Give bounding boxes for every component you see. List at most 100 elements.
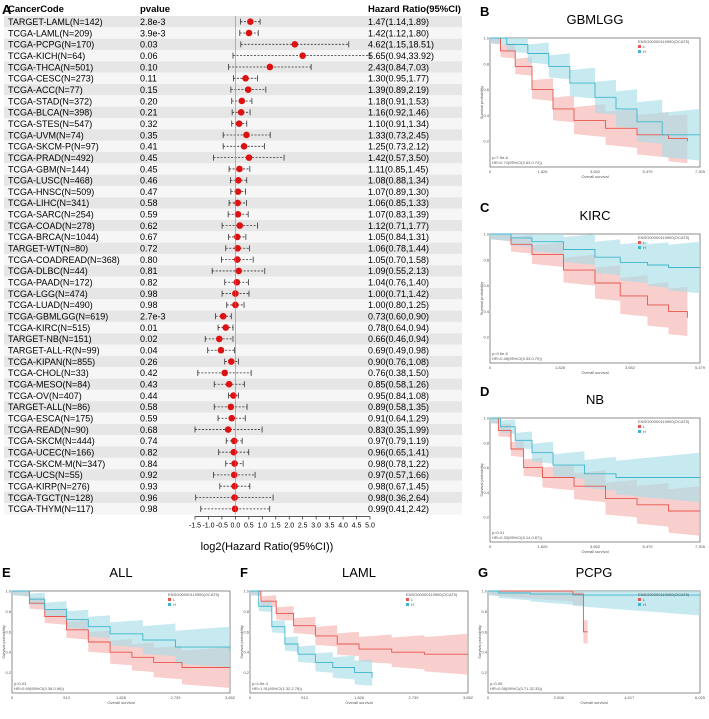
hazard-ratio-point bbox=[235, 120, 243, 127]
hazard-ratio-label: 1.42(0.57,3.50) bbox=[368, 153, 429, 163]
hazard-ratio-point bbox=[240, 142, 248, 150]
pvalue-label: 0.11 bbox=[140, 74, 157, 84]
survival-curve-l bbox=[490, 233, 688, 318]
survival-curve-l bbox=[12, 590, 230, 668]
hazard-ratio-label: 0.99(0.41,2.42) bbox=[368, 504, 429, 514]
x-tick-label: 0 bbox=[489, 365, 492, 370]
hazard-ratio-point bbox=[243, 131, 250, 139]
ci-band-l bbox=[490, 234, 688, 343]
hazard-ratio-label: 1.05(0.70,1.58) bbox=[368, 255, 429, 265]
hazard-ratio-label: 0.78(0.64,0.94) bbox=[368, 323, 429, 333]
legend-label-h: H bbox=[411, 602, 414, 607]
x-tick-label: 2,739 bbox=[170, 695, 181, 700]
x-tick-label: 1.0 bbox=[257, 523, 267, 530]
x-axis-label: Overall survival bbox=[580, 700, 607, 705]
hazard-ratio-label: 5.65(0.94,33.92) bbox=[368, 51, 434, 61]
y-tick-label: 0.2 bbox=[483, 335, 489, 340]
hazard-ratio-point bbox=[217, 346, 225, 354]
km-title: ALL bbox=[109, 565, 132, 580]
row-background bbox=[4, 310, 462, 322]
cancer-code-label: TCGA-KIPAN(N=855) bbox=[8, 357, 95, 367]
hazard-ratio-point bbox=[231, 482, 238, 490]
hazard-ratio-point bbox=[234, 244, 241, 252]
pvalue-label: 0.58 bbox=[140, 402, 158, 412]
hazard-ratio-point bbox=[222, 324, 230, 331]
x-tick-label: 3,652 bbox=[590, 169, 601, 174]
hazard-ratio-point bbox=[224, 426, 232, 433]
x-tick-label: 5,479 bbox=[642, 169, 653, 174]
cancer-code-label: TCGA-SKCM-P(N=97) bbox=[8, 142, 99, 152]
panel-letter: C bbox=[480, 200, 490, 215]
x-tick-label: 1,826 bbox=[116, 695, 127, 700]
ci-band-h bbox=[490, 38, 700, 161]
x-tick-label: 913 bbox=[301, 695, 308, 700]
x-axis-label: Overall survival bbox=[581, 370, 608, 375]
hazard-ratio-point bbox=[230, 437, 238, 445]
pvalue-label: 0.06 bbox=[140, 51, 158, 61]
hazard-ratio-label: 1.04(0.76,1.40) bbox=[368, 278, 429, 288]
y-tick-label: 0.4 bbox=[483, 113, 489, 118]
hazard-ratio-label: 1.09(0.55,2.13) bbox=[368, 266, 429, 276]
hazard-ratio-point bbox=[221, 369, 229, 377]
x-tick-label: 3,652 bbox=[225, 695, 236, 700]
cancer-code-label: TCGA-ACC(N=77) bbox=[8, 85, 83, 95]
panel-letter: E bbox=[2, 565, 11, 580]
pvalue-label: 0.42 bbox=[140, 368, 158, 378]
y-tick-label: 0.2 bbox=[483, 515, 489, 520]
hazard-ratio-label: 0.89(0.58,1.35) bbox=[368, 402, 429, 412]
y-tick-label: 0.6 bbox=[481, 629, 487, 634]
cancer-code-label: TCGA-COADREAD(N=368) bbox=[8, 255, 120, 265]
forest-plot: A CancerCode pvalue Hazard Ratio(95%CI) … bbox=[2, 2, 462, 553]
legend-label-l: L bbox=[643, 240, 646, 245]
cancer-code-label: TARGET-LAML(N=142) bbox=[8, 17, 103, 27]
ci-band-h bbox=[488, 591, 700, 616]
legend-label-l: L bbox=[643, 424, 646, 429]
header-pvalue: pvalue bbox=[140, 4, 170, 15]
pvalue-label: 0.20 bbox=[140, 96, 158, 106]
hazard-ratio-point bbox=[238, 97, 246, 105]
hazard-ratio-text: HR=1.91(95%CI(1.32,2.78)) bbox=[252, 686, 303, 691]
pvalue-label: 0.43 bbox=[140, 380, 158, 390]
hazard-ratio-label: 1.16(0.92,1.46) bbox=[368, 108, 429, 118]
cancer-code-label: TCGA-MESO(N=84) bbox=[8, 380, 90, 390]
hazard-ratio-point bbox=[242, 75, 249, 82]
y-axis-label: Survival probability bbox=[479, 463, 484, 497]
row-background bbox=[4, 129, 462, 141]
survival-curve-h bbox=[490, 417, 700, 478]
cancer-code-label: TCGA-CESC(N=273) bbox=[8, 74, 94, 84]
hazard-ratio-point bbox=[230, 392, 237, 399]
pvalue-label: 0.26 bbox=[140, 357, 158, 367]
cancer-code-label: TCGA-SKCM(N=444) bbox=[8, 436, 95, 446]
x-tick-label: 5.0 bbox=[365, 523, 375, 530]
p-value-text: p=0.01 bbox=[492, 530, 505, 535]
y-tick-label: 0.6 bbox=[483, 87, 489, 92]
hazard-ratio-point bbox=[227, 403, 235, 411]
pvalue-label: 0.82 bbox=[140, 278, 158, 288]
pvalue-label: 0.68 bbox=[140, 425, 158, 435]
hazard-ratio-label: 1.06(0.78,1.44) bbox=[368, 244, 429, 254]
hazard-ratio-point bbox=[247, 18, 254, 25]
legend-label-h: H bbox=[643, 245, 646, 250]
ci-band-h bbox=[490, 234, 700, 294]
p-value-text: p=0.06 bbox=[490, 681, 503, 686]
legend-swatch-h bbox=[638, 603, 641, 606]
pvalue-label: 0.59 bbox=[140, 414, 158, 424]
pvalue-label: 0.98 bbox=[140, 289, 158, 299]
p-value-text: p=0.03 bbox=[14, 681, 27, 686]
hazard-ratio-text: HR=0.69(95%CI(0.36,0.96)) bbox=[14, 686, 65, 691]
legend-label-h: H bbox=[643, 49, 646, 54]
cancer-code-label: TCGA-LIHC(N=341) bbox=[8, 198, 89, 208]
hazard-ratio-label: 1.33(0.73,2.45) bbox=[368, 130, 429, 140]
survival-curve-h bbox=[490, 233, 700, 268]
x-tick-label: 0 bbox=[487, 695, 490, 700]
hazard-ratio-label: 1.10(0.91,1.34) bbox=[368, 119, 429, 129]
x-tick-label: 0 bbox=[11, 695, 14, 700]
hazard-ratio-text: HR=0.33(95%CI(0.14,0.87)) bbox=[492, 535, 543, 540]
cancer-code-label: TARGET-WT(N=80) bbox=[8, 244, 88, 254]
km-title: LAML bbox=[342, 565, 376, 580]
cancer-code-label: TCGA-SKCM-M(N=347) bbox=[8, 459, 105, 469]
hazard-ratio-label: 1.05(0.84,1.31) bbox=[368, 232, 429, 242]
row-background bbox=[4, 83, 462, 96]
header-hazard-ratio: Hazard Ratio(95%CI) bbox=[368, 4, 461, 15]
cancer-code-label: TARGET-NB(N=151) bbox=[8, 334, 92, 344]
